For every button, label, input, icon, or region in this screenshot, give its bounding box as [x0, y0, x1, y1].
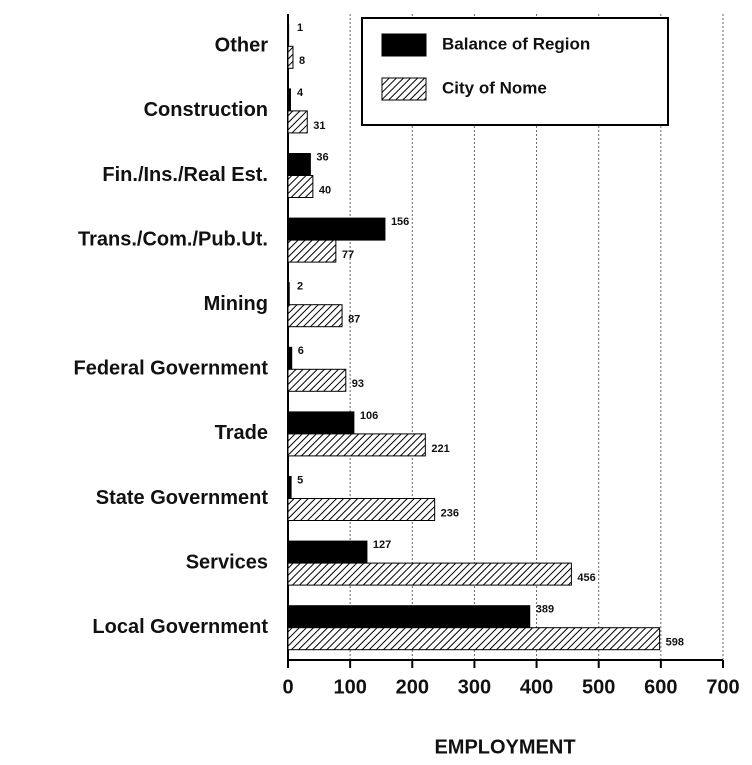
value-label: 40: [319, 184, 331, 196]
value-label: 36: [316, 151, 328, 163]
y-tick-label: State Government: [96, 487, 269, 509]
bar: [287, 23, 290, 47]
x-tick-label: 500: [582, 676, 615, 698]
value-label: 221: [431, 443, 449, 455]
value-label: 4: [297, 87, 304, 99]
bar: [287, 217, 386, 241]
value-label: 106: [360, 410, 378, 422]
y-tick-label: Construction: [144, 99, 268, 121]
bar: [287, 239, 337, 263]
x-tick-label: 0: [282, 676, 293, 698]
y-tick-label: Fin./Ins./Real Est.: [102, 164, 268, 186]
value-label: 127: [373, 539, 391, 551]
value-label: 236: [441, 507, 459, 519]
bar: [287, 304, 343, 328]
legend-swatch: [381, 33, 427, 57]
value-label: 87: [348, 314, 360, 326]
bar: [287, 498, 436, 521]
bar: [287, 368, 347, 392]
value-label: 598: [666, 637, 684, 649]
value-label: 389: [536, 604, 554, 616]
value-label: 5: [297, 474, 303, 486]
value-label: 93: [352, 378, 364, 390]
bar: [287, 605, 531, 629]
y-tick-label: Trans./Com./Pub.Ut.: [78, 228, 268, 250]
value-label: 1: [297, 22, 303, 34]
value-label: 2: [297, 281, 303, 293]
bar: [287, 627, 661, 651]
bar: [287, 110, 308, 134]
bar: [287, 476, 292, 499]
bar: [287, 433, 426, 457]
y-tick-label: Services: [186, 551, 268, 573]
legend-swatch: [381, 77, 427, 101]
value-label: 156: [391, 216, 409, 228]
x-tick-label: 400: [520, 676, 553, 698]
x-tick-label: 600: [644, 676, 677, 698]
bar: [287, 175, 314, 198]
value-label: 456: [577, 572, 595, 584]
legend-label: City of Nome: [442, 78, 547, 97]
bar: [287, 346, 293, 370]
value-label: 6: [298, 345, 304, 357]
legend-label: Balance of Region: [442, 34, 590, 53]
bar: [287, 45, 294, 69]
y-tick-label: Federal Government: [73, 358, 268, 380]
y-tick-label: Local Government: [92, 616, 268, 638]
bar: [287, 153, 311, 176]
x-tick-label: 200: [396, 676, 429, 698]
bar: [287, 282, 290, 306]
bar: [287, 88, 291, 112]
y-tick-label: Other: [215, 35, 269, 57]
x-axis-label: EMPLOYMENT: [434, 736, 575, 758]
bar: [287, 411, 355, 435]
value-label: 8: [299, 55, 305, 67]
x-tick-label: 300: [458, 676, 491, 698]
y-tick-label: Trade: [215, 422, 268, 444]
x-tick-label: 700: [706, 676, 739, 698]
value-label: 77: [342, 249, 354, 261]
value-label: 31: [313, 120, 325, 132]
y-tick-label: Mining: [204, 293, 268, 315]
bar: [287, 540, 368, 564]
bar: [287, 562, 572, 586]
x-tick-label: 100: [333, 676, 366, 698]
